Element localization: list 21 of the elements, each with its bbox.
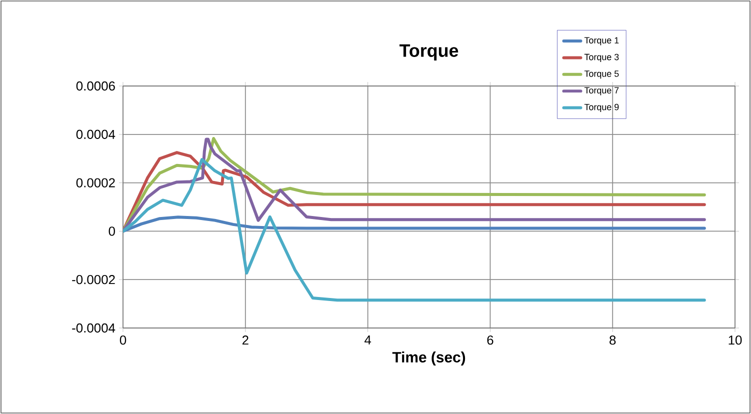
legend-label: Torque 1 — [584, 37, 619, 46]
x-tick-label: 0 — [120, 336, 126, 345]
x-tick-label: 10 — [728, 336, 742, 345]
chart-title: Torque — [399, 44, 458, 60]
y-tick-label: -0.0002 — [72, 275, 115, 284]
x-tick-label: 4 — [364, 336, 372, 344]
y-tick-label: -0.0004 — [72, 323, 116, 333]
x-tick-label: 8 — [610, 336, 616, 345]
y-tick-label: 0.0004 — [76, 130, 116, 139]
legend-label: Torque 5 — [584, 70, 619, 79]
y-tick-label: 0 — [108, 226, 115, 236]
y-tick-label: 0.0006 — [76, 81, 115, 91]
legend-label: Torque 9 — [584, 104, 619, 112]
x-tick-label: 6 — [487, 336, 494, 345]
legend-label: Torque 3 — [584, 54, 619, 62]
x-axis-title: Time (sec) — [392, 352, 466, 366]
x-tick-label: 2 — [242, 336, 248, 345]
legend-label: Torque 7 — [584, 87, 619, 96]
y-tick-label: 0.0002 — [76, 178, 115, 188]
line-series — [123, 158, 706, 302]
line-series — [123, 216, 706, 233]
